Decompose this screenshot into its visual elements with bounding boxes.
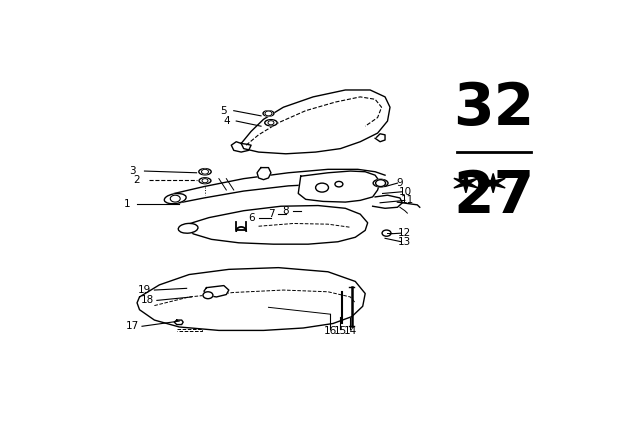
Ellipse shape [373,179,388,187]
Circle shape [202,179,208,183]
Polygon shape [241,90,390,154]
Ellipse shape [179,224,198,233]
Circle shape [202,169,209,174]
Text: 6: 6 [248,213,255,223]
Polygon shape [298,171,380,202]
Text: 27: 27 [454,168,535,224]
Ellipse shape [263,111,274,116]
Polygon shape [372,195,403,208]
Text: 32: 32 [454,80,535,137]
Ellipse shape [199,168,211,175]
Polygon shape [174,169,385,204]
Text: 11: 11 [401,195,414,205]
Circle shape [382,230,391,236]
Text: 14: 14 [344,327,357,336]
Text: 10: 10 [398,187,412,197]
Text: 19: 19 [138,285,151,295]
Polygon shape [481,173,505,193]
Text: 17: 17 [125,321,139,331]
Circle shape [268,121,274,125]
Polygon shape [454,173,478,193]
Circle shape [203,292,213,299]
Text: 15: 15 [334,327,347,336]
Text: 18: 18 [140,295,154,306]
Polygon shape [187,206,367,244]
Ellipse shape [265,120,277,126]
Text: 16: 16 [324,327,337,336]
Text: 12: 12 [398,228,412,238]
Text: 2: 2 [134,175,140,185]
Circle shape [376,180,385,186]
Polygon shape [257,168,271,180]
Ellipse shape [199,178,211,184]
Text: 3: 3 [129,166,136,176]
Text: 5: 5 [221,106,227,116]
Text: 13: 13 [398,237,412,247]
Text: 7: 7 [268,209,275,219]
Text: 4: 4 [223,116,230,126]
Ellipse shape [164,194,186,204]
Text: 1: 1 [124,199,131,209]
Circle shape [265,111,272,116]
Circle shape [170,195,180,202]
Polygon shape [137,267,365,331]
Polygon shape [204,285,229,297]
Text: 9: 9 [397,178,403,188]
Circle shape [335,181,343,187]
Circle shape [316,183,328,192]
Text: 8: 8 [282,206,289,216]
